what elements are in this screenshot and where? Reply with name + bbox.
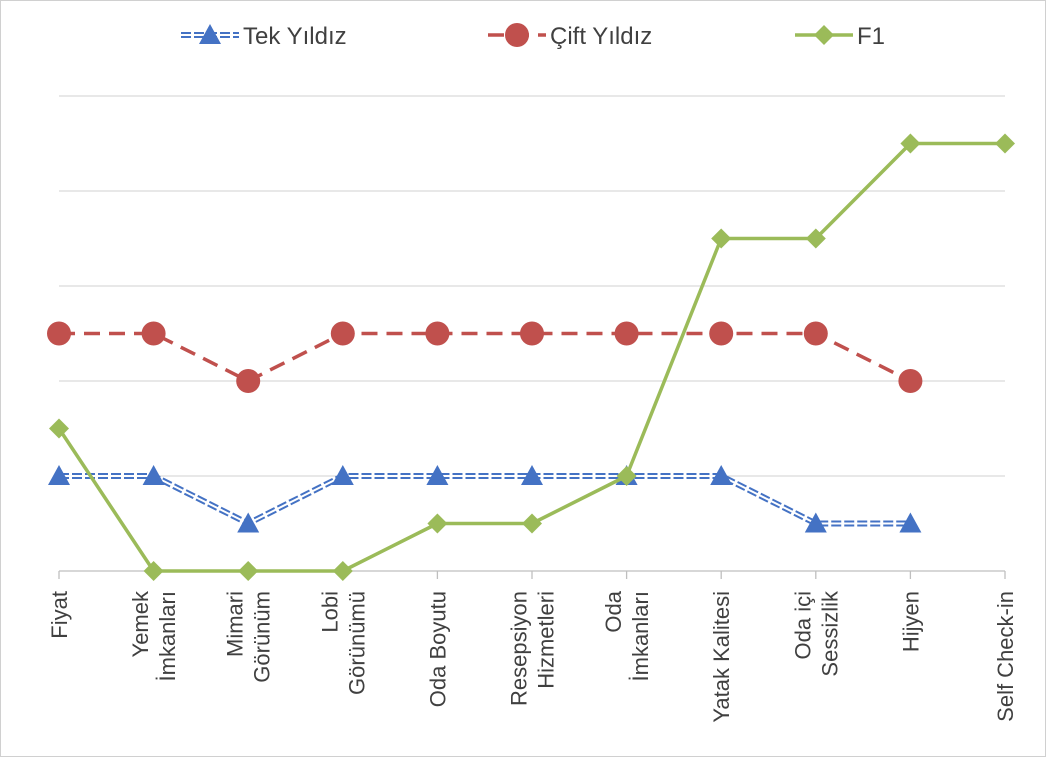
series-layer — [47, 133, 1015, 581]
data-point-circle — [330, 321, 355, 346]
x-tick-label: Hijyen — [898, 591, 923, 652]
data-point-triangle — [48, 465, 70, 485]
legend-item-0: Tek Yıldız — [181, 23, 347, 50]
x-tick-label: Sessizlik — [817, 590, 842, 677]
x-tick-label: Görünüm — [250, 591, 275, 683]
x-tick-label: Hizmetleri — [534, 591, 559, 689]
x-tick-label: İmkanları — [155, 591, 180, 681]
data-point-diamond — [616, 466, 637, 486]
x-tick-label: Oda içi — [790, 591, 815, 659]
data-point-diamond — [995, 133, 1015, 154]
data-point-circle — [898, 369, 923, 393]
data-point-diamond — [522, 513, 542, 534]
data-point-triangle — [199, 24, 221, 44]
data-point-triangle — [521, 465, 543, 485]
data-point-diamond — [238, 561, 259, 581]
data-point-triangle — [142, 465, 165, 485]
data-point-circle — [141, 321, 166, 346]
x-tick-label: Yatak Kalitesi — [709, 591, 734, 723]
series-0 — [48, 465, 922, 533]
data-point-circle — [614, 321, 639, 346]
data-point-triangle — [331, 465, 354, 485]
x-tick-label: Lobi — [317, 591, 342, 633]
data-point-diamond — [427, 513, 448, 534]
data-point-triangle — [237, 512, 260, 533]
data-point-diamond — [143, 561, 164, 581]
x-tick-labels: Fiyat Yemek İmkanları Mimari Görünüm Lobi Görü… — [47, 590, 1018, 723]
x-tick-label: Fiyat — [47, 591, 72, 639]
legend-item-2: F1 — [795, 23, 885, 50]
data-point-diamond — [900, 133, 921, 154]
series-0-line — [59, 473, 911, 527]
x-tick-label: Görünümü — [344, 591, 369, 695]
data-point-diamond — [332, 561, 353, 581]
data-point-circle — [47, 321, 71, 346]
legend-item-1: Çift Yıldız — [488, 23, 652, 50]
data-point-circle — [425, 321, 450, 346]
series-2 — [49, 133, 1015, 581]
x-tick-label: Mimari — [223, 591, 248, 657]
data-point-circle — [803, 321, 828, 346]
legend: Tek Yıldız Çift Yıldız F1 — [181, 23, 885, 50]
data-point-triangle — [804, 512, 827, 533]
data-point-circle — [520, 321, 544, 346]
data-point-triangle — [899, 512, 922, 533]
data-point-diamond — [805, 228, 826, 249]
legend-label: F1 — [857, 23, 885, 50]
data-point-circle — [505, 23, 529, 47]
x-tick-label: Yemek — [128, 590, 153, 657]
gridlines — [59, 95, 1005, 477]
x-tick-label: İmkanları — [628, 591, 653, 681]
x-tick-label: Oda Boyutu — [425, 591, 450, 707]
legend-label: Tek Yıldız — [243, 23, 347, 50]
x-tick-label: Oda — [601, 590, 626, 632]
series-1 — [47, 321, 923, 393]
legend-label: Çift Yıldız — [550, 23, 652, 50]
series-1-line — [59, 331, 912, 383]
data-point-diamond — [49, 418, 69, 439]
data-point-circle — [709, 321, 734, 346]
data-point-triangle — [710, 465, 733, 485]
data-point-triangle — [426, 465, 449, 485]
data-point-diamond — [711, 228, 732, 249]
x-tick-label: Self Check-in — [993, 591, 1018, 722]
data-point-circle — [236, 369, 261, 393]
series-0-line-gap — [59, 475, 911, 525]
data-point-diamond — [814, 25, 834, 45]
x-tick-label: Resepsiyon — [507, 591, 532, 706]
